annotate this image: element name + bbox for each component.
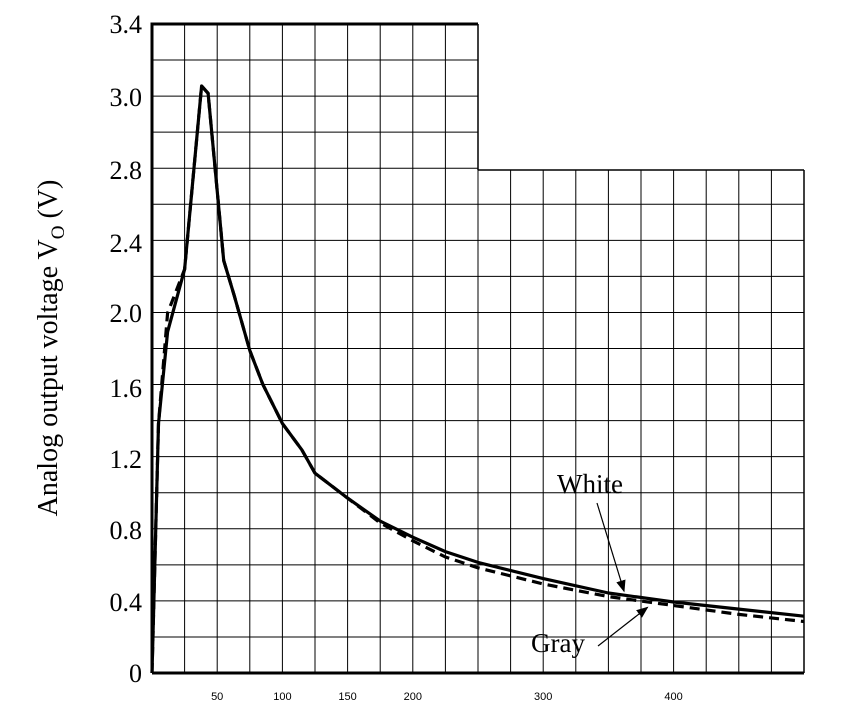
- x-ticks: 50 100 150 200 300 400: [211, 691, 683, 703]
- y-tick-label: 2.4: [110, 229, 143, 258]
- series-layer: [150, 84, 805, 674]
- y-tick-label: 0.8: [110, 516, 143, 545]
- annotations: White Gray: [531, 469, 649, 658]
- x-tick-label: 200: [404, 691, 422, 703]
- x-tick-label: 400: [664, 691, 682, 703]
- annotation-leader-white: [596, 502, 626, 593]
- grid: [152, 24, 804, 673]
- y-tick-label: 2.8: [110, 156, 143, 185]
- x-tick-label: 100: [273, 691, 291, 703]
- axes: [150, 22, 805, 675]
- y-axis-label: Analog output voltage VO (V): [33, 180, 69, 517]
- y-tick-label: 1.6: [110, 374, 143, 403]
- y-tick-label: 2.0: [110, 299, 143, 328]
- y-tick-label: 1.2: [110, 445, 143, 474]
- y-tick-label: 0.4: [110, 588, 143, 617]
- y-tick-label: 3.0: [110, 83, 143, 112]
- y-tick-label: 0: [129, 659, 142, 688]
- x-tick-label: 300: [534, 691, 552, 703]
- y-ticks: 0 0.4 0.8 1.2 1.6 2.0 2.4 2.8 3.0 3.4: [110, 10, 143, 688]
- series-line-gray: [150, 84, 805, 674]
- y-tick-label: 3.4: [110, 10, 143, 39]
- annotation-white: White: [557, 469, 623, 499]
- x-tick-label: 150: [338, 691, 356, 703]
- frame-top-left: [150, 22, 478, 673]
- annotation-leader-gray: [597, 606, 649, 647]
- annotation-gray: Gray: [531, 628, 585, 658]
- x-tick-label: 50: [211, 691, 223, 703]
